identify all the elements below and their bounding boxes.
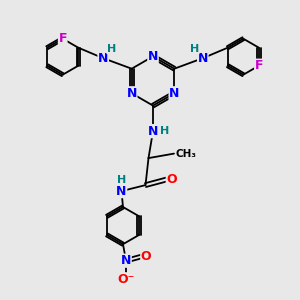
Text: N: N	[198, 52, 208, 65]
Text: CH₃: CH₃	[176, 148, 197, 159]
Text: H: H	[107, 44, 116, 54]
Text: N: N	[169, 87, 179, 100]
Text: N: N	[148, 50, 158, 63]
Text: F: F	[255, 59, 263, 72]
Text: N: N	[121, 254, 131, 267]
Text: N: N	[148, 124, 158, 138]
Text: H: H	[190, 44, 199, 54]
Text: N: N	[98, 52, 108, 65]
Text: F: F	[58, 32, 67, 45]
Text: O: O	[166, 172, 177, 186]
Text: H: H	[117, 175, 126, 185]
Text: O: O	[141, 250, 152, 263]
Text: N: N	[127, 87, 137, 100]
Text: N: N	[116, 184, 127, 198]
Text: H: H	[160, 126, 169, 136]
Text: O⁻: O⁻	[117, 273, 135, 286]
